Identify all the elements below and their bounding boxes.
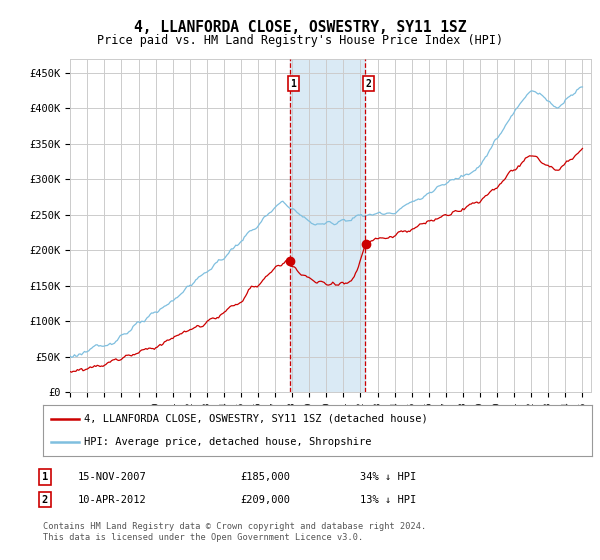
Bar [290,59,365,392]
Text: 4, LLANFORDA CLOSE, OSWESTRY, SY11 1SZ: 4, LLANFORDA CLOSE, OSWESTRY, SY11 1SZ [134,20,466,35]
Text: Price paid vs. HM Land Registry's House Price Index (HPI): Price paid vs. HM Land Registry's House … [97,34,503,46]
Text: 2: 2 [42,494,48,505]
Text: 4, LLANFORDA CLOSE, OSWESTRY, SY11 1SZ (detached house): 4, LLANFORDA CLOSE, OSWESTRY, SY11 1SZ (… [85,414,428,424]
Text: 1: 1 [42,472,48,482]
Text: 10-APR-2012: 10-APR-2012 [78,494,147,505]
Text: 2: 2 [365,78,371,88]
Text: £185,000: £185,000 [240,472,290,482]
Text: 15-NOV-2007: 15-NOV-2007 [78,472,147,482]
Text: 13% ↓ HPI: 13% ↓ HPI [360,494,416,505]
Text: 1: 1 [290,78,296,88]
Text: Contains HM Land Registry data © Crown copyright and database right 2024.: Contains HM Land Registry data © Crown c… [43,522,427,531]
Text: This data is licensed under the Open Government Licence v3.0.: This data is licensed under the Open Gov… [43,533,364,542]
Text: 34% ↓ HPI: 34% ↓ HPI [360,472,416,482]
Text: £209,000: £209,000 [240,494,290,505]
Text: HPI: Average price, detached house, Shropshire: HPI: Average price, detached house, Shro… [85,437,372,447]
